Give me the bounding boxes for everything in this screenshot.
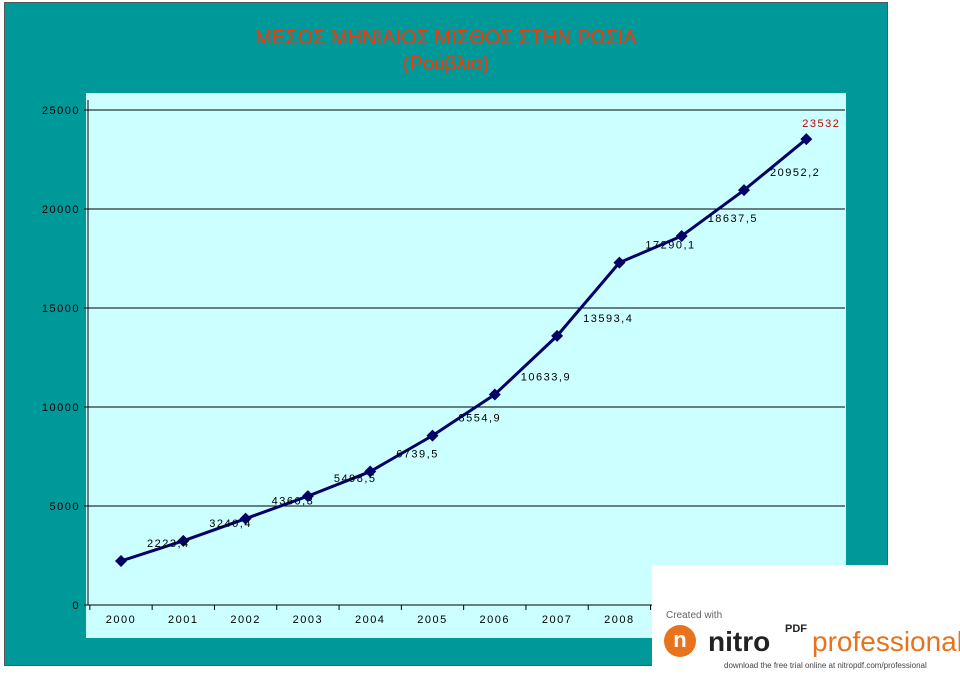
data-label: 17290,1 xyxy=(645,240,695,252)
series-line-group xyxy=(120,137,808,563)
x-tick-label: 2005 xyxy=(417,614,447,626)
x-tick-label: 2001 xyxy=(168,614,198,626)
x-tick-label: 2003 xyxy=(293,614,323,626)
x-tick-label: 2002 xyxy=(230,614,260,626)
data-point xyxy=(738,184,750,197)
data-points xyxy=(115,133,813,567)
x-tick-label: 2006 xyxy=(480,614,510,626)
data-point xyxy=(488,388,501,401)
data-label: 10633,9 xyxy=(521,371,571,383)
x-tick-label: 2004 xyxy=(355,614,385,626)
nitro-logo-icon: n xyxy=(664,625,696,657)
data-point xyxy=(426,429,439,442)
y-tick-label: 15000 xyxy=(42,303,80,315)
data-label: 13593,4 xyxy=(583,313,633,325)
watermark-product: professional xyxy=(812,626,960,657)
data-label: 8554,9 xyxy=(459,413,502,425)
data-point xyxy=(613,256,626,269)
y-tick-label: 0 xyxy=(72,600,80,612)
x-tick-label: 2000 xyxy=(106,614,136,626)
y-tick-label: 5000 xyxy=(50,501,80,513)
data-point xyxy=(177,534,190,547)
data-point xyxy=(675,229,688,242)
plot-area xyxy=(86,93,846,638)
data-label: 6739,5 xyxy=(396,449,439,461)
data-point xyxy=(115,554,127,567)
watermark-brand-sup: PDF xyxy=(785,623,807,635)
data-point xyxy=(301,490,314,503)
y-tick-labels: 0 5000 10000 15000 20000 25000 xyxy=(42,105,80,612)
y-tick-label: 25000 xyxy=(42,105,80,117)
data-label: 4360,3 xyxy=(272,496,315,508)
axes xyxy=(84,100,845,610)
data-label: 5498,5 xyxy=(334,473,377,485)
x-tick-labels: 2000 2001 2002 2003 2004 2005 2006 2007 2008 xyxy=(106,614,634,626)
y-tick-label: 10000 xyxy=(42,402,80,414)
data-label: 23532 xyxy=(802,118,840,130)
data-label: 3240,4 xyxy=(209,518,252,530)
x-tick-label: 2007 xyxy=(542,614,572,626)
data-labels: 2223,4 3240,4 4360,3 5498,5 6739,5 8554,9 1063… xyxy=(147,118,840,550)
data-point xyxy=(551,329,564,342)
data-label: 20952,2 xyxy=(770,167,820,179)
series-line xyxy=(120,137,808,563)
gridlines xyxy=(88,109,845,507)
watermark-created-with: Created with xyxy=(666,610,723,621)
chart-title-block: ΜΕΣΟΣ ΜΗΝΙΑΙΟΣ ΜΙΣΘΟΣ ΣΤΗΝ ΡΩΣΙΑ (Ρούβλι… xyxy=(5,25,887,77)
y-tick-label: 20000 xyxy=(42,204,80,216)
x-tick-label: 2008 xyxy=(604,614,634,626)
nitro-watermark: Created with n nitro PDF professional do… xyxy=(652,565,960,675)
chart-title: ΜΕΣΟΣ ΜΗΝΙΑΙΟΣ ΜΙΣΘΟΣ ΣΤΗΝ ΡΩΣΙΑ xyxy=(255,27,637,49)
watermark-download-text: download the free trial online at nitrop… xyxy=(724,661,927,670)
data-label: 18637,5 xyxy=(708,213,758,225)
data-point xyxy=(239,512,252,525)
chart-subtitle: (Ρούβλια) xyxy=(402,53,490,75)
data-label: 2223,4 xyxy=(147,538,190,550)
data-point xyxy=(800,133,813,146)
data-point xyxy=(364,465,377,478)
watermark-brand: nitro xyxy=(708,626,771,657)
